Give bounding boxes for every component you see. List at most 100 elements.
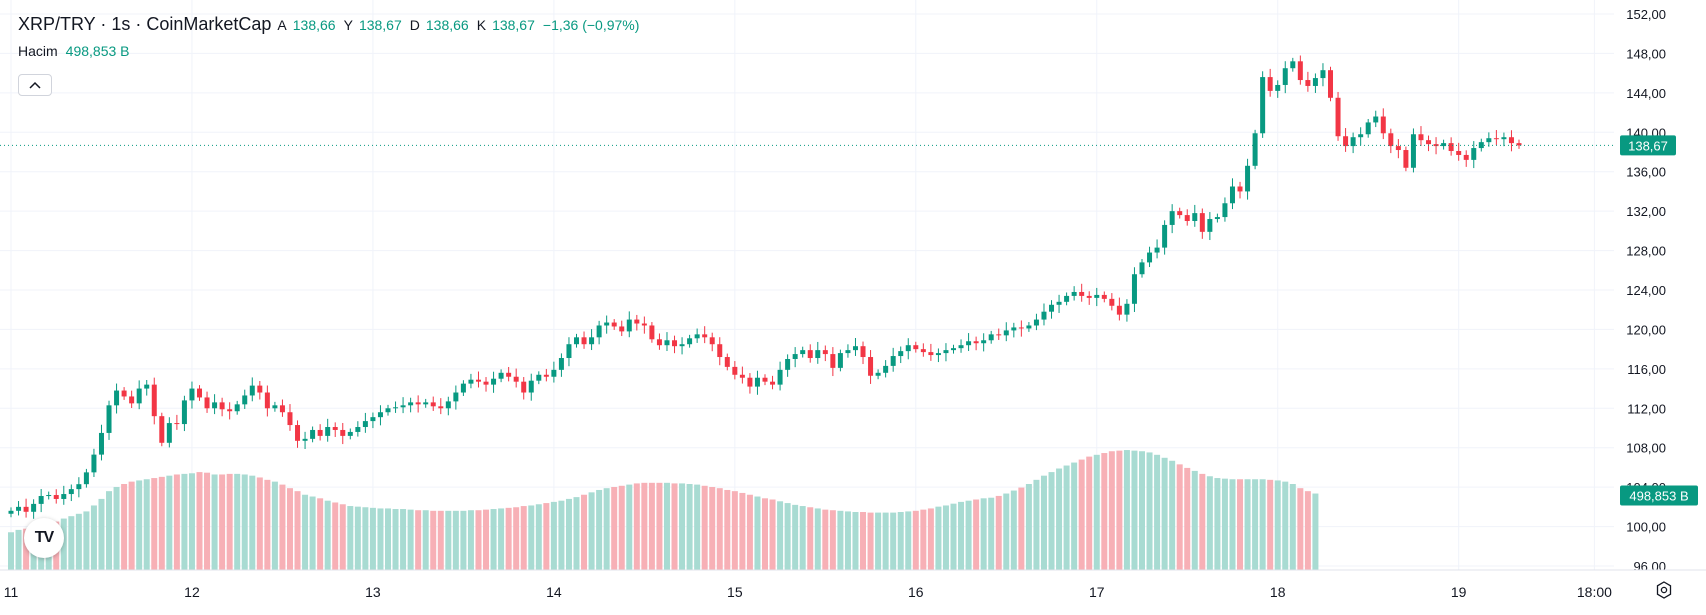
candle-body (966, 341, 972, 346)
candle-body (1169, 211, 1175, 225)
candle (1131, 267, 1137, 312)
price-tick-label: 152,00 (1626, 7, 1666, 22)
candle (1184, 209, 1190, 226)
candle (1192, 204, 1198, 227)
price-axis-bg (1614, 0, 1706, 610)
volume-bar (777, 501, 784, 571)
candle-body (1282, 68, 1288, 85)
candle-body (310, 429, 316, 439)
candle (483, 377, 489, 392)
candle-body (604, 322, 610, 326)
candle-body (1508, 137, 1514, 144)
candle-body (641, 323, 647, 326)
volume-bar (1018, 487, 1025, 571)
volume-bar (377, 508, 384, 571)
volume-bar (385, 508, 391, 571)
volume-bar (271, 481, 278, 571)
candle (717, 337, 723, 366)
collapse-legend-button[interactable] (18, 74, 52, 96)
candle (928, 343, 934, 361)
volume-bar (317, 498, 324, 571)
candle-body (1207, 219, 1213, 232)
candle-body (709, 337, 715, 345)
volume-bar (1259, 479, 1266, 571)
volume-bar (75, 513, 82, 571)
candle (837, 349, 843, 372)
candle (543, 368, 549, 382)
candle-body (558, 358, 564, 370)
candle-body (694, 334, 700, 339)
volume-bar (1199, 473, 1206, 571)
volume-bar (279, 484, 286, 571)
candle (732, 361, 738, 380)
candle (1305, 71, 1311, 92)
candle (332, 422, 338, 437)
candle (370, 412, 376, 429)
candle (1456, 142, 1462, 161)
volume-bar (286, 488, 293, 571)
candle-body (822, 350, 828, 355)
candle-body (770, 381, 776, 385)
volume-bar (188, 473, 195, 571)
candle-body (1410, 134, 1416, 168)
candle (325, 418, 331, 442)
candle-body (249, 385, 255, 396)
candle (377, 405, 383, 426)
volume-bar (1078, 459, 1085, 571)
candle (106, 400, 112, 440)
candle-body (981, 340, 987, 344)
candle (257, 380, 263, 400)
price-tick-label: 136,00 (1626, 165, 1666, 180)
tradingview-logo[interactable]: TV (24, 518, 64, 558)
candle-body (1388, 133, 1394, 147)
volume-bar (1282, 481, 1289, 571)
candle-body (287, 412, 293, 426)
candle (1358, 127, 1364, 146)
volume-bar (166, 475, 173, 571)
volume-bar (204, 472, 211, 571)
candle-body (1260, 77, 1266, 134)
last-price-badge-text: 138,67 (1628, 138, 1668, 153)
volume-bar (814, 508, 821, 571)
candle (1290, 57, 1296, 72)
volume-bar (505, 507, 512, 571)
candle (943, 343, 949, 362)
volume-bar (724, 489, 731, 571)
volume-bar (1206, 476, 1213, 571)
candle-body (702, 334, 708, 338)
volume-bar (332, 502, 339, 571)
candle-body (1463, 154, 1469, 160)
candle-body (1441, 143, 1447, 147)
candle-body (913, 345, 919, 350)
price-tick-label: 100,00 (1626, 520, 1666, 535)
candle (1448, 137, 1454, 156)
candle-body (1109, 298, 1115, 306)
volume-bar (550, 501, 557, 571)
candle-body (445, 401, 451, 409)
candle (1365, 118, 1371, 138)
candle (1222, 197, 1228, 222)
volume-bar (452, 510, 459, 571)
candle-body (1041, 311, 1047, 320)
candle (1320, 63, 1326, 87)
candle-body (1350, 137, 1356, 147)
candle (61, 485, 67, 505)
candle-body (362, 421, 368, 428)
volume-bar (415, 510, 422, 571)
time-tick-label: 13 (365, 584, 381, 600)
volume-bar (211, 474, 218, 571)
volume-label[interactable]: Hacim (18, 43, 58, 59)
volume-value: 498,853 B (65, 43, 130, 59)
candle-body (1147, 252, 1153, 263)
candle-body (453, 392, 459, 402)
time-tick-label: 16 (908, 584, 924, 600)
price-tick-label: 116,00 (1627, 362, 1666, 377)
settings-button[interactable] (1654, 580, 1674, 600)
volume-bar (1146, 452, 1153, 571)
volume-bar (467, 510, 474, 571)
symbol-title[interactable]: XRP/TRY · 1s · CoinMarketCap (18, 14, 272, 34)
candle-body (875, 372, 881, 376)
candle (558, 353, 564, 377)
